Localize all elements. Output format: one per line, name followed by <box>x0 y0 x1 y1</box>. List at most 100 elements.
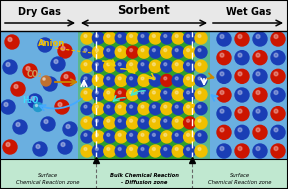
Circle shape <box>164 49 167 52</box>
Circle shape <box>118 119 121 122</box>
Circle shape <box>81 88 93 101</box>
Circle shape <box>274 72 278 76</box>
Circle shape <box>115 46 127 58</box>
Circle shape <box>238 53 242 57</box>
Circle shape <box>6 143 10 146</box>
Circle shape <box>104 88 116 101</box>
Circle shape <box>256 53 260 57</box>
Circle shape <box>92 46 104 58</box>
Circle shape <box>95 147 98 150</box>
Circle shape <box>115 88 127 101</box>
Circle shape <box>43 77 57 91</box>
Circle shape <box>66 125 70 129</box>
Circle shape <box>107 91 110 94</box>
Circle shape <box>118 133 121 136</box>
Circle shape <box>84 35 87 37</box>
Circle shape <box>195 88 207 101</box>
Circle shape <box>253 107 267 121</box>
Circle shape <box>149 88 161 101</box>
Circle shape <box>253 69 267 83</box>
Circle shape <box>107 35 110 37</box>
Circle shape <box>187 147 190 150</box>
Circle shape <box>16 122 20 126</box>
Circle shape <box>253 125 267 139</box>
Circle shape <box>195 46 207 58</box>
Circle shape <box>152 91 156 94</box>
Circle shape <box>104 74 116 86</box>
Bar <box>0 0 288 31</box>
Circle shape <box>238 128 242 132</box>
Circle shape <box>217 125 231 139</box>
Circle shape <box>238 109 242 113</box>
Circle shape <box>271 107 285 121</box>
Circle shape <box>235 51 249 65</box>
Circle shape <box>127 32 139 44</box>
Circle shape <box>175 147 178 150</box>
Circle shape <box>187 63 190 66</box>
Circle shape <box>195 145 207 157</box>
Circle shape <box>138 74 150 86</box>
Circle shape <box>81 46 93 58</box>
Circle shape <box>61 72 75 86</box>
Circle shape <box>256 72 260 76</box>
Circle shape <box>187 91 190 94</box>
Circle shape <box>127 103 139 115</box>
Circle shape <box>161 103 173 115</box>
Circle shape <box>175 35 178 37</box>
Circle shape <box>149 131 161 143</box>
Circle shape <box>195 103 207 115</box>
Circle shape <box>164 133 167 136</box>
Circle shape <box>107 63 110 66</box>
Circle shape <box>274 128 278 132</box>
Circle shape <box>44 119 48 123</box>
Circle shape <box>138 60 150 72</box>
Bar <box>78 31 210 159</box>
Circle shape <box>271 144 285 158</box>
Circle shape <box>172 60 184 72</box>
Circle shape <box>149 60 161 72</box>
Circle shape <box>238 72 242 76</box>
Circle shape <box>127 88 139 101</box>
Circle shape <box>175 119 178 122</box>
Circle shape <box>198 35 201 37</box>
Circle shape <box>95 49 98 52</box>
Circle shape <box>175 49 178 52</box>
Circle shape <box>84 119 87 122</box>
Circle shape <box>43 78 45 80</box>
Circle shape <box>115 145 127 157</box>
Circle shape <box>164 105 167 108</box>
Circle shape <box>217 51 231 65</box>
Circle shape <box>220 146 224 150</box>
Circle shape <box>184 88 196 101</box>
Circle shape <box>138 131 150 143</box>
Circle shape <box>172 46 184 58</box>
Circle shape <box>95 91 98 94</box>
Circle shape <box>164 35 167 37</box>
Circle shape <box>172 88 184 101</box>
Circle shape <box>271 69 285 83</box>
Circle shape <box>61 143 65 146</box>
Circle shape <box>115 131 127 143</box>
Circle shape <box>104 32 116 44</box>
Circle shape <box>149 74 161 86</box>
Circle shape <box>92 103 104 115</box>
Circle shape <box>220 35 224 39</box>
Bar <box>194 31 210 159</box>
Circle shape <box>164 77 167 80</box>
Circle shape <box>161 32 173 44</box>
Circle shape <box>195 32 207 44</box>
Circle shape <box>104 131 116 143</box>
Circle shape <box>195 60 207 72</box>
Circle shape <box>3 140 17 154</box>
Circle shape <box>271 88 285 102</box>
Circle shape <box>152 105 156 108</box>
Circle shape <box>127 60 139 72</box>
Circle shape <box>84 147 87 150</box>
Circle shape <box>198 77 201 80</box>
Circle shape <box>127 74 139 86</box>
Circle shape <box>141 49 144 52</box>
Circle shape <box>104 117 116 129</box>
Circle shape <box>81 103 93 115</box>
Circle shape <box>115 60 127 72</box>
Circle shape <box>220 72 224 76</box>
